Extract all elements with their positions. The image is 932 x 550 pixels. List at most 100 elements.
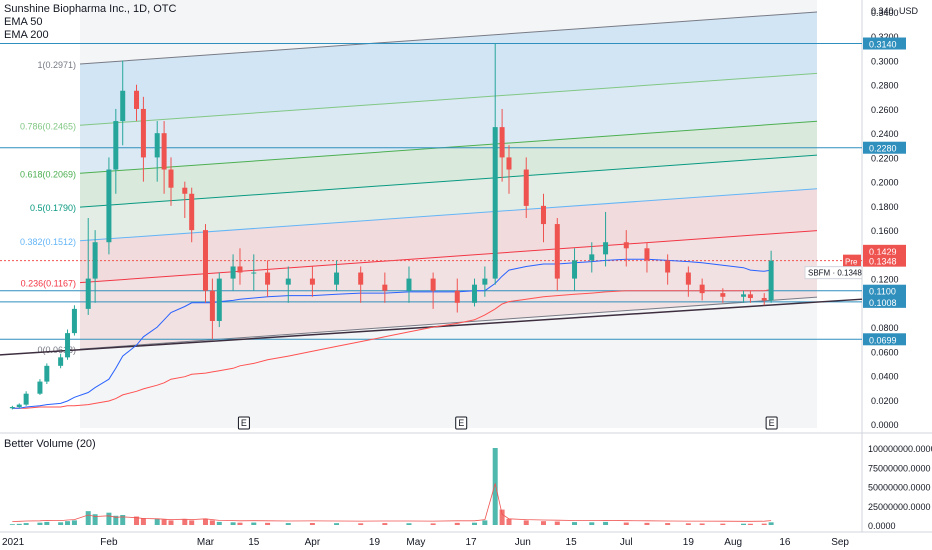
candle-body — [747, 294, 753, 298]
fib-level-label: 1(0.2971) — [37, 60, 76, 70]
volume-bar — [358, 523, 364, 525]
fib-level-label: 0.236(0.1167) — [21, 279, 76, 289]
candle-body — [23, 393, 29, 405]
earnings-marker-label: E — [769, 418, 775, 428]
candle-body — [16, 404, 22, 408]
volume-bar — [499, 509, 505, 525]
price-tick-label: 0.2000 — [871, 178, 899, 188]
candle-body — [37, 381, 43, 394]
candle-body — [44, 365, 50, 382]
candle-body — [92, 242, 98, 279]
volume-average-line — [12, 483, 772, 522]
volume-bar — [216, 521, 222, 525]
candle-body — [482, 278, 488, 285]
price-badge-box — [863, 254, 906, 267]
price-badge-label: 0.2280 — [869, 144, 897, 154]
time-tick-label: 19 — [683, 537, 695, 548]
fib-band — [80, 121, 817, 208]
candle-body — [665, 260, 671, 273]
time-tick-label: Sep — [831, 537, 849, 548]
candle-body — [589, 254, 595, 261]
volume-bar — [523, 520, 529, 525]
ema200-label[interactable]: EMA 200 — [4, 29, 49, 41]
volume-bar — [334, 523, 340, 525]
chart-title[interactable]: Sunshine Biopharma Inc., 1D, OTC — [4, 3, 177, 15]
candle-body — [285, 278, 291, 285]
candle-body — [572, 260, 578, 279]
price-badge: 0.1008 — [863, 295, 906, 308]
price-tick-label: 0.3200 — [871, 32, 899, 42]
candle-body — [265, 272, 271, 285]
fib-channel: 1(0.2971) 0.786(0.2465) 0.618(0.2069) 0.5(0… — [20, 0, 818, 428]
volume-bar — [589, 522, 595, 525]
volume-bar — [506, 518, 512, 525]
candle-body — [603, 242, 609, 255]
price-tick-label: 0.0400 — [871, 372, 899, 382]
time-tick-label: Apr — [305, 537, 321, 548]
candle-body — [216, 278, 222, 321]
price-tick-label: 0.3000 — [871, 56, 899, 66]
volume-bar — [382, 523, 388, 525]
volume-bar — [572, 522, 578, 525]
time-tick-label: 16 — [779, 537, 791, 548]
volume-bar — [65, 521, 71, 525]
earnings-marker: E — [237, 416, 250, 430]
volume-bar — [285, 523, 291, 525]
volume-bars — [9, 448, 774, 525]
price-tick-label: 0.0600 — [871, 347, 899, 357]
earnings-marker-box — [237, 416, 250, 430]
earnings-marker-box — [455, 416, 468, 430]
fib-band — [80, 188, 817, 283]
candle-body — [161, 133, 167, 170]
price-badge-label: 0.1008 — [869, 298, 897, 308]
candle-body — [251, 272, 257, 274]
candle-body — [472, 284, 478, 303]
volume-panel-title[interactable]: Better Volume (20) — [4, 438, 96, 450]
candle-body — [430, 278, 436, 291]
candle-body — [492, 127, 498, 279]
ema50-label[interactable]: EMA 50 — [4, 16, 43, 28]
candle-body — [761, 297, 767, 301]
price-badge: 0.1429 — [863, 244, 906, 257]
volume-bar — [9, 524, 15, 525]
volume-bar — [44, 521, 50, 525]
volume-bar — [761, 523, 767, 525]
price-badge: 0.0699 — [863, 333, 906, 346]
volume-bar — [540, 521, 546, 525]
price-badge-label: 0.3140 — [869, 40, 897, 50]
volume-tick-label: 50000000.0000 — [868, 483, 931, 493]
volume-bar — [37, 522, 43, 525]
candle-body — [140, 108, 146, 158]
time-tick-label: 17 — [465, 537, 477, 548]
volume-bar — [85, 511, 91, 525]
price-badge: 0.2280 — [863, 141, 906, 154]
volume-bar — [406, 523, 412, 525]
volume-bar — [492, 448, 498, 525]
volume-bar — [120, 514, 126, 525]
price-tick-label: 0.0000 — [871, 420, 899, 430]
candle-body — [499, 127, 505, 158]
volume-bar — [58, 522, 64, 525]
fib-level-label: 0.618(0.2069) — [20, 169, 76, 179]
fib-level-label: 0.382(0.1512) — [20, 237, 76, 247]
time-tick-label: Aug — [724, 537, 742, 548]
candle-body — [685, 272, 691, 285]
fib-level-label: 0(0.0618) — [37, 345, 76, 355]
price-badge-box — [863, 141, 906, 154]
time-tick-label: Jun — [515, 537, 531, 548]
candle-body — [454, 290, 460, 303]
earnings-marker-label: E — [241, 418, 247, 428]
price-top-tick: 0.340 — [871, 6, 894, 16]
volume-bar — [603, 521, 609, 525]
chart-legend: Sunshine Biopharma Inc., 1D, OTC EMA 50 … — [4, 3, 176, 42]
symbol-tag-label: SBFM · 0.1348 — [808, 269, 862, 278]
time-tick-label: 15 — [566, 537, 578, 548]
volume-bar — [309, 522, 315, 525]
candles — [9, 43, 774, 410]
volume-bar — [720, 523, 726, 525]
ema50-line — [12, 258, 772, 409]
fib-level-label: 0.786(0.2465) — [20, 121, 76, 131]
